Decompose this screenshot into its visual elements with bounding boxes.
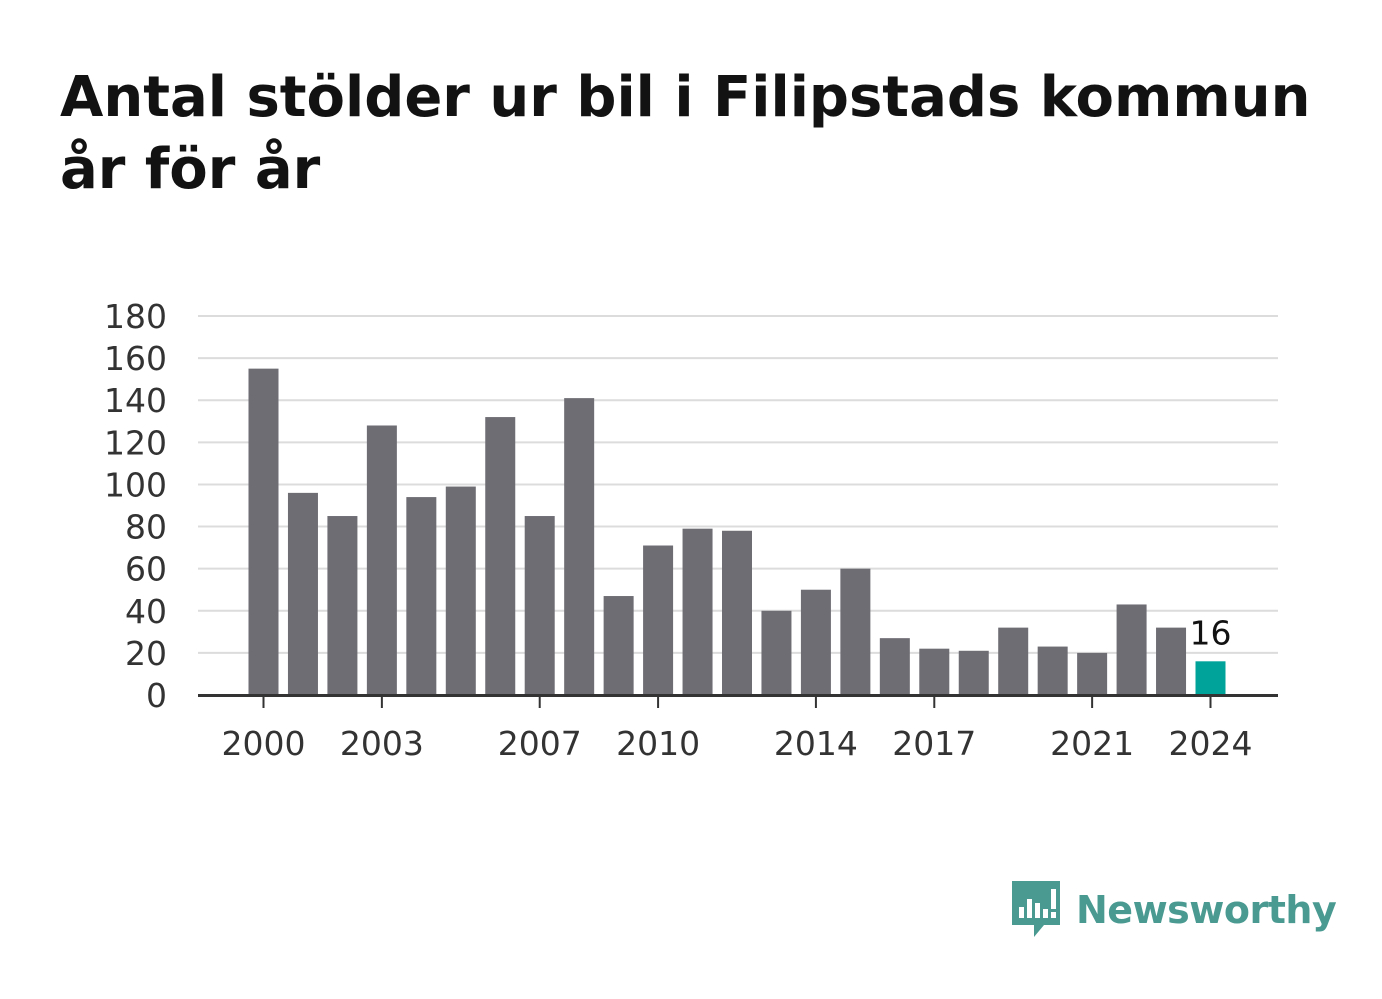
bar xyxy=(1116,604,1147,695)
bar xyxy=(406,497,437,695)
bar xyxy=(800,589,831,695)
y-tick-label: 180 xyxy=(104,297,167,336)
y-tick-label: 160 xyxy=(104,339,167,378)
bar xyxy=(564,398,595,695)
bar xyxy=(682,528,713,695)
x-tick-label: 2007 xyxy=(498,724,582,763)
bar xyxy=(958,650,989,695)
bar xyxy=(722,530,752,695)
bar xyxy=(643,545,674,695)
chart-title: Antal stölder ur bil i Filipstads kommun… xyxy=(60,65,1311,202)
bar xyxy=(1077,652,1108,695)
bar xyxy=(603,596,634,695)
bar xyxy=(445,486,476,695)
bar xyxy=(366,425,397,695)
x-tick-label: 2024 xyxy=(1169,724,1253,763)
data-labels: 16 xyxy=(1190,613,1232,652)
brand-logo: Newsworthy xyxy=(1010,878,1337,942)
y-tick-label: 100 xyxy=(104,465,167,504)
bar xyxy=(327,516,358,695)
x-tick-label: 2014 xyxy=(774,724,858,763)
x-tick-label: 2010 xyxy=(616,724,700,763)
bar xyxy=(919,648,950,695)
bar xyxy=(287,492,318,695)
newsworthy-logo-icon xyxy=(1012,881,1060,937)
bar xyxy=(998,627,1029,695)
bar xyxy=(248,368,279,695)
bar xyxy=(1156,627,1187,695)
y-tick-label: 0 xyxy=(146,676,167,715)
x-tick-label: 2000 xyxy=(222,724,306,763)
bar xyxy=(485,417,516,695)
y-tick-label: 60 xyxy=(125,550,167,589)
bars xyxy=(248,368,1226,695)
bar xyxy=(761,610,792,695)
y-tick-label: 20 xyxy=(125,634,167,673)
highlight-value-label: 16 xyxy=(1190,613,1232,652)
x-tick-label: 2017 xyxy=(892,724,976,763)
x-tick-label: 2021 xyxy=(1050,724,1134,763)
bar xyxy=(879,638,910,695)
x-axis-ticks: 2000 2003 2007 2010 2014 2017 2021 2024 xyxy=(222,697,1253,763)
bar xyxy=(524,516,555,695)
y-tick-label: 140 xyxy=(104,381,167,420)
y-tick-label: 80 xyxy=(125,508,167,547)
bar xyxy=(840,568,871,695)
bar-highlight xyxy=(1195,661,1226,695)
y-tick-label: 40 xyxy=(125,592,167,631)
bar xyxy=(1037,646,1068,695)
brand-name: Newsworthy xyxy=(1076,888,1337,932)
y-tick-label: 120 xyxy=(104,423,167,462)
x-tick-label: 2003 xyxy=(340,724,424,763)
